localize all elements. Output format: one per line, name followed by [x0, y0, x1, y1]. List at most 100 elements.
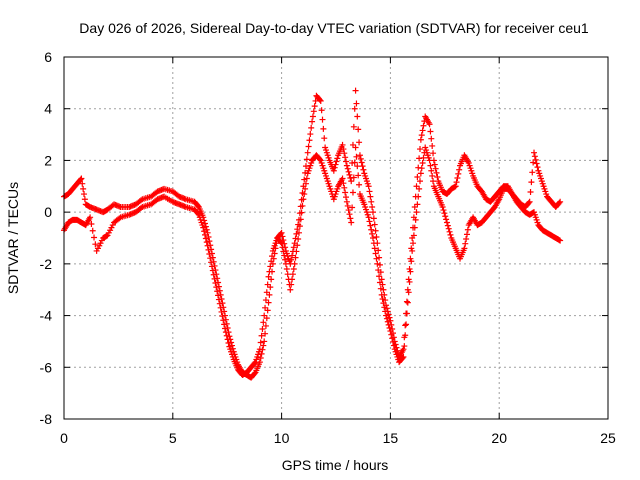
data-point — [387, 317, 394, 324]
data-point — [427, 128, 434, 135]
data-point — [366, 188, 373, 195]
data-point — [383, 312, 390, 319]
data-point — [268, 258, 275, 265]
data-point — [251, 360, 258, 367]
data-point — [439, 203, 446, 210]
data-point — [289, 252, 296, 259]
data-point — [401, 343, 408, 350]
data-point — [267, 263, 274, 270]
data-point — [532, 156, 539, 163]
data-point — [383, 305, 390, 312]
data-point — [355, 172, 362, 179]
data-point — [556, 199, 563, 206]
data-point — [367, 193, 374, 200]
data-point — [303, 156, 310, 163]
data-point — [138, 205, 145, 212]
data-point — [217, 304, 224, 311]
data-point — [430, 150, 437, 157]
data-point — [418, 165, 425, 172]
data-point — [349, 204, 356, 211]
data-point — [446, 228, 453, 235]
data-point — [353, 100, 360, 107]
data-point — [201, 228, 208, 235]
data-point — [375, 267, 382, 274]
data-point — [528, 179, 535, 186]
data-point — [200, 224, 207, 231]
data-point — [305, 143, 312, 150]
data-point — [296, 223, 303, 230]
data-point — [441, 210, 448, 217]
data-point — [370, 215, 377, 222]
data-point — [376, 254, 383, 261]
data-point — [216, 300, 223, 307]
data-point — [309, 118, 316, 125]
data-point — [278, 240, 285, 247]
data-point — [302, 185, 309, 192]
data-point — [347, 215, 354, 222]
data-point — [342, 154, 349, 161]
data-point — [78, 175, 85, 182]
data-point — [447, 231, 454, 238]
data-point — [304, 149, 311, 156]
data-point — [378, 291, 385, 298]
data-point — [376, 261, 383, 268]
data-point — [462, 240, 469, 247]
data-point — [385, 321, 392, 328]
data-point — [261, 312, 268, 319]
data-point — [291, 260, 298, 267]
data-point — [463, 231, 470, 238]
x-tick-label: 0 — [60, 430, 68, 446]
data-point — [321, 135, 328, 142]
data-point — [433, 169, 440, 176]
data-point — [351, 159, 358, 166]
chart-title: Day 026 of 2026, Sidereal Day-to-day VTE… — [79, 20, 589, 36]
x-tick-label: 25 — [600, 430, 616, 446]
data-point — [341, 184, 348, 191]
data-point — [445, 225, 452, 232]
data-point — [284, 271, 291, 278]
data-point — [358, 159, 365, 166]
data-point — [208, 263, 215, 270]
data-point — [344, 202, 351, 209]
data-point — [294, 226, 301, 233]
data-point — [456, 166, 463, 173]
data-point — [402, 322, 409, 329]
data-point — [442, 213, 449, 220]
data-point — [430, 178, 437, 185]
data-point — [440, 207, 447, 214]
data-point — [296, 229, 303, 236]
data-point — [333, 158, 340, 165]
data-point — [206, 251, 213, 258]
data-point — [269, 253, 276, 260]
x-tick-label: 10 — [274, 430, 290, 446]
data-point — [288, 281, 295, 288]
y-tick-label: -8 — [40, 411, 53, 427]
data-point — [369, 235, 376, 241]
data-point — [89, 227, 96, 234]
data-point — [368, 226, 375, 233]
data-point — [371, 221, 378, 228]
data-point — [385, 311, 392, 318]
data-point — [265, 273, 272, 280]
data-point — [303, 175, 310, 182]
data-point — [368, 198, 375, 205]
data-point — [534, 164, 541, 171]
data-point — [279, 244, 286, 251]
data-point — [290, 266, 297, 273]
data-point — [381, 304, 388, 311]
data-point — [369, 230, 376, 237]
data-point — [301, 191, 308, 198]
grid — [64, 57, 608, 419]
data-point — [259, 326, 266, 333]
data-point — [203, 239, 210, 246]
y-tick-label: -2 — [40, 256, 53, 272]
data-point — [81, 191, 88, 198]
data-point — [404, 299, 411, 306]
data-point — [210, 271, 217, 278]
data-point — [357, 155, 364, 162]
data-point — [330, 167, 337, 174]
data-point — [308, 124, 315, 131]
data-point — [380, 286, 387, 293]
data-point — [375, 247, 382, 254]
